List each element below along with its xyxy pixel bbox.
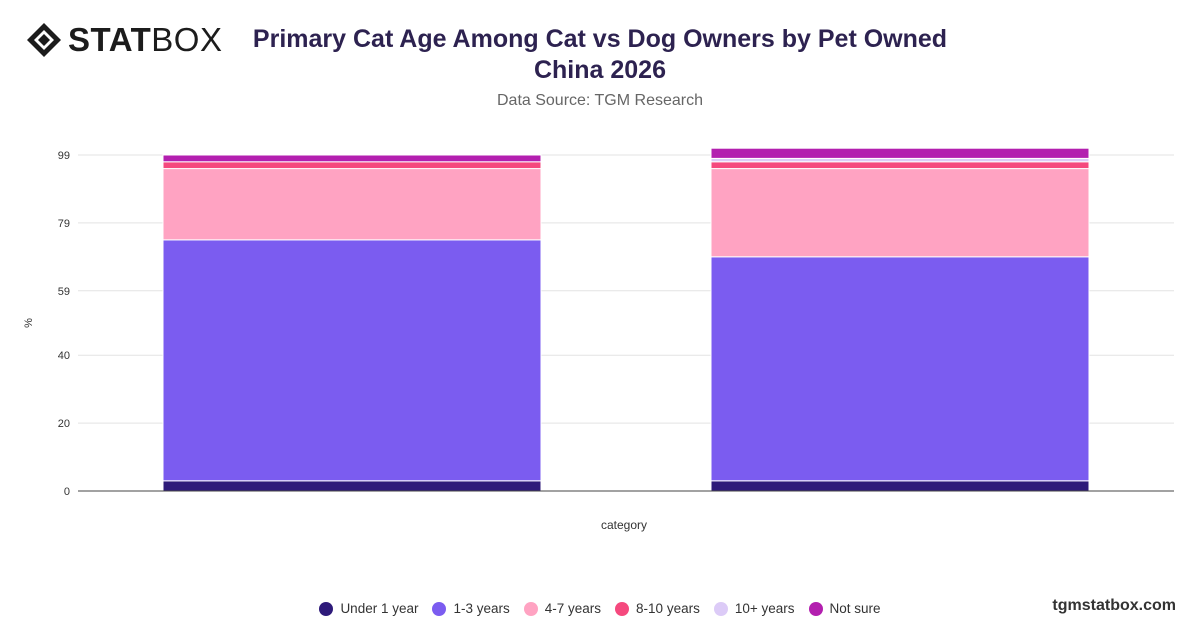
y-tick-label: 0 xyxy=(64,486,70,498)
legend-item[interactable]: 10+ years xyxy=(713,601,795,616)
statbox-logo: STATBOX xyxy=(26,22,222,58)
bar-segment xyxy=(162,168,542,241)
chart-subtitle: Data Source: TGM Research xyxy=(496,92,703,109)
legend-item[interactable]: 8-10 years xyxy=(615,601,700,616)
watermark: tgmstatbox.com xyxy=(1052,597,1176,614)
legend-swatch xyxy=(432,601,447,616)
y-tick-label: 40 xyxy=(58,350,70,362)
legend-swatch xyxy=(808,601,823,616)
legend-item[interactable]: Not sure xyxy=(808,601,881,616)
legend-label: Not sure xyxy=(829,601,881,616)
legend-swatch xyxy=(319,601,334,616)
legend-label: 1-3 years xyxy=(453,601,510,616)
stacked-bar-chart: 0 20 40 59 79 99% category xyxy=(23,147,1174,532)
chart-legend: Under 1 year 1-3 years 4-7 years 8-10 years… xyxy=(0,601,1200,616)
logo-text-bold: STAT xyxy=(68,21,152,58)
diamond-logo-icon xyxy=(27,23,61,57)
bar-segment xyxy=(710,157,1090,163)
chart-title: Primary Cat Age Among Cat vs Dog Owners … xyxy=(252,25,948,84)
legend-label: Under 1 year xyxy=(340,601,419,616)
legend-swatch xyxy=(615,601,630,616)
y-tick-label: 79 xyxy=(58,218,70,230)
y-tick-label: 99 xyxy=(58,150,70,162)
bar-segment xyxy=(710,161,1090,170)
legend-item[interactable]: Under 1 year xyxy=(319,601,418,616)
x-axis-label: category xyxy=(601,518,647,532)
legend-item[interactable]: 1-3 years xyxy=(432,601,510,616)
bar-segment xyxy=(710,256,1090,482)
logo-text: STATBOX xyxy=(68,22,222,58)
legend-swatch xyxy=(523,601,538,616)
legend-label: 4-7 years xyxy=(544,601,602,616)
legend-label: 8-10 years xyxy=(636,601,700,616)
y-axis-label: % xyxy=(23,318,35,328)
bar-segment xyxy=(162,154,542,163)
legend-swatch xyxy=(713,601,728,616)
y-tick-label: 20 xyxy=(58,418,70,430)
legend-label: 10+ years xyxy=(734,601,795,616)
bar-segment xyxy=(710,168,1090,258)
y-tick-label: 59 xyxy=(58,286,70,298)
logo-text-light: BOX xyxy=(151,21,223,58)
bar-segment xyxy=(162,239,542,482)
bar-segment xyxy=(162,480,542,492)
bar-segment xyxy=(710,480,1090,492)
legend-item[interactable]: 4-7 years xyxy=(523,601,602,616)
bar-segment xyxy=(162,161,542,170)
bar-segment xyxy=(710,147,1090,159)
